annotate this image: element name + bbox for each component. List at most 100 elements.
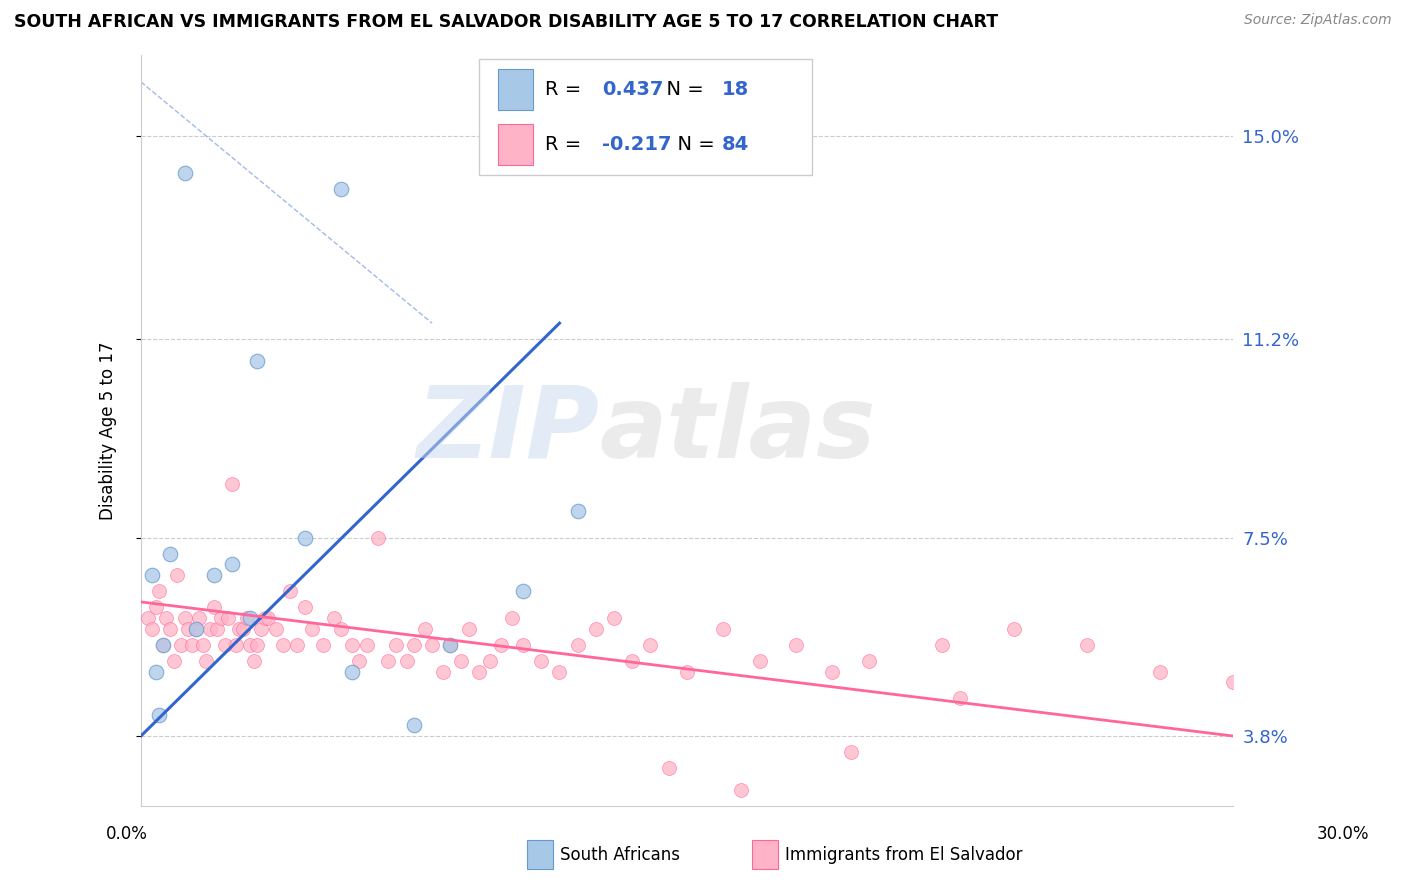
Point: [384, 638, 406, 652]
Point: [191, 638, 214, 652]
Point: [322, 611, 344, 625]
Point: [512, 638, 534, 652]
Point: [301, 622, 323, 636]
Point: [170, 638, 193, 652]
Point: [232, 622, 254, 636]
Point: [621, 654, 644, 668]
FancyBboxPatch shape: [479, 59, 813, 175]
Text: Source: ZipAtlas.com: Source: ZipAtlas.com: [1244, 13, 1392, 28]
Text: SOUTH AFRICAN VS IMMIGRANTS FROM EL SALVADOR DISABILITY AGE 5 TO 17 CORRELATION : SOUTH AFRICAN VS IMMIGRANTS FROM EL SALV…: [14, 13, 998, 31]
Point: [413, 622, 436, 636]
Point: [450, 654, 472, 668]
Point: [152, 638, 174, 652]
Point: [184, 622, 207, 636]
Point: [202, 568, 225, 582]
Point: [330, 622, 353, 636]
Point: [145, 600, 167, 615]
Point: [202, 600, 225, 615]
Point: [235, 611, 257, 625]
Point: [173, 611, 195, 625]
Point: [152, 638, 174, 652]
Point: [177, 622, 200, 636]
FancyBboxPatch shape: [498, 124, 533, 165]
Point: [278, 584, 301, 599]
Point: [567, 504, 589, 518]
Point: [198, 622, 221, 636]
Point: [548, 665, 571, 679]
Point: [184, 622, 207, 636]
Point: [340, 638, 363, 652]
Point: [159, 547, 181, 561]
Point: [239, 611, 262, 625]
Point: [1222, 675, 1244, 690]
Y-axis label: Disability Age 5 to 17: Disability Age 5 to 17: [100, 341, 117, 520]
Point: [330, 182, 353, 196]
Point: [432, 665, 454, 679]
Point: [658, 761, 681, 775]
Point: [253, 611, 276, 625]
Point: [491, 638, 513, 652]
Point: [264, 622, 287, 636]
Point: [1002, 622, 1025, 636]
Point: [163, 654, 186, 668]
Point: [221, 558, 243, 572]
Point: [246, 353, 269, 368]
Point: [530, 654, 553, 668]
Point: [931, 638, 953, 652]
Point: [567, 638, 589, 652]
Point: [1149, 665, 1171, 679]
Point: [420, 638, 443, 652]
FancyBboxPatch shape: [498, 70, 533, 111]
Point: [246, 638, 269, 652]
Point: [221, 477, 243, 491]
Point: [166, 568, 188, 582]
Point: [287, 638, 309, 652]
Point: [640, 638, 662, 652]
Point: [340, 665, 363, 679]
Point: [858, 654, 880, 668]
Point: [148, 584, 170, 599]
Point: [676, 665, 699, 679]
Text: 30.0%: 30.0%: [1316, 825, 1369, 843]
Point: [603, 611, 626, 625]
Point: [145, 665, 167, 679]
Point: [585, 622, 607, 636]
Point: [839, 745, 862, 759]
Text: N =: N =: [654, 80, 710, 99]
Point: [312, 638, 335, 652]
Point: [356, 638, 378, 652]
Point: [195, 654, 218, 668]
Point: [225, 638, 247, 652]
Point: [367, 531, 389, 545]
Text: -0.217: -0.217: [602, 135, 671, 153]
Point: [181, 638, 204, 652]
Point: [294, 531, 316, 545]
Point: [141, 622, 163, 636]
Text: 84: 84: [721, 135, 749, 153]
Point: [148, 707, 170, 722]
Point: [1076, 638, 1098, 652]
Point: [207, 622, 229, 636]
Point: [479, 654, 502, 668]
Point: [439, 638, 461, 652]
Point: [155, 611, 177, 625]
Point: [402, 638, 425, 652]
Point: [209, 611, 232, 625]
Point: [173, 166, 195, 180]
Point: [785, 638, 807, 652]
Point: [821, 665, 844, 679]
Text: N =: N =: [665, 135, 721, 153]
Point: [439, 638, 461, 652]
Text: South Africans: South Africans: [560, 846, 679, 863]
Point: [188, 611, 211, 625]
Point: [349, 654, 371, 668]
Text: ZIP: ZIP: [416, 382, 599, 479]
Text: 18: 18: [721, 80, 749, 99]
Text: 0.437: 0.437: [602, 80, 664, 99]
Point: [402, 718, 425, 732]
Point: [294, 600, 316, 615]
Text: atlas: atlas: [599, 382, 876, 479]
Point: [217, 611, 239, 625]
Point: [512, 584, 534, 599]
Point: [250, 622, 273, 636]
